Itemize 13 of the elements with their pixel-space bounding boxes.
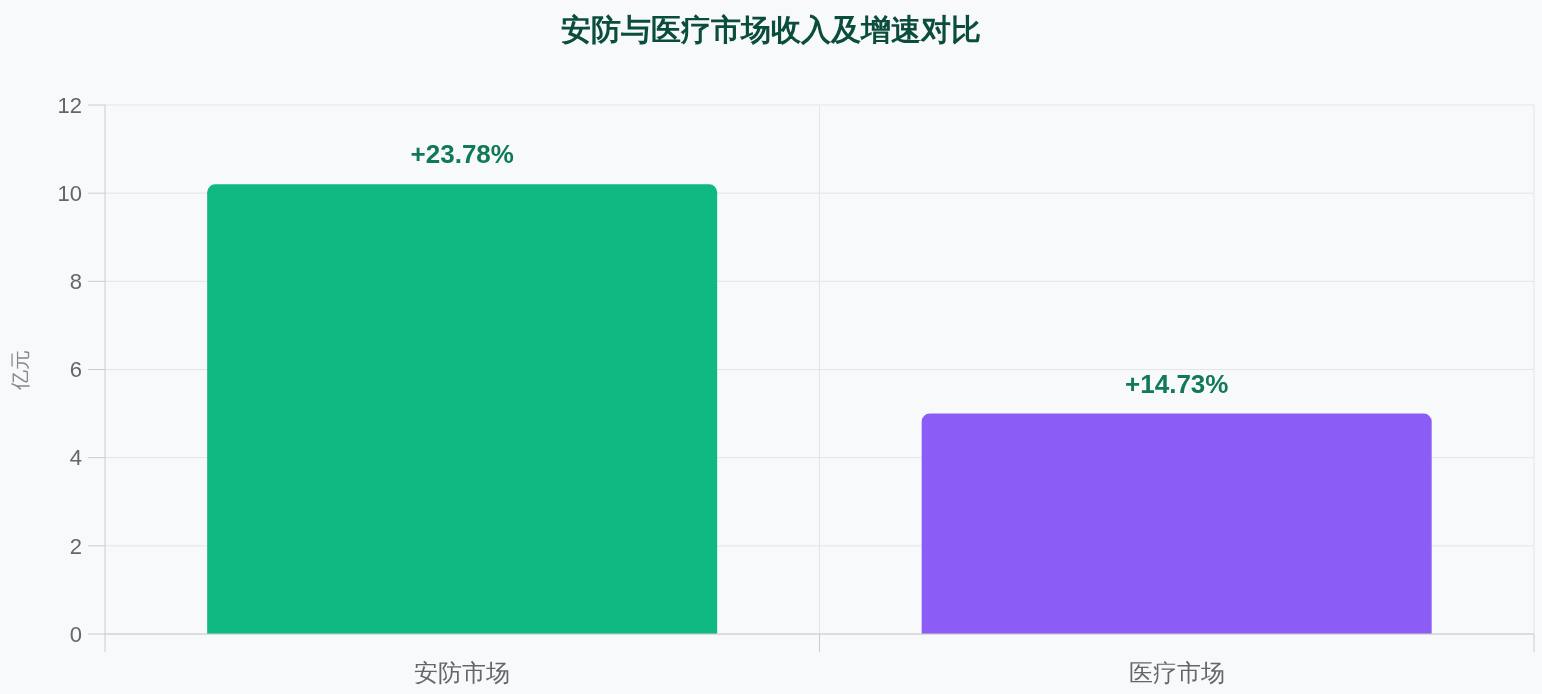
y-tick-label: 2 [69,533,82,559]
y-tick-label: 6 [69,357,82,383]
y-tick-label: 8 [69,269,82,295]
x-tick-label: 安防市场 [414,658,511,686]
y-tick-label: 12 [57,92,82,118]
x-tick-label: 医疗市场 [1128,658,1225,686]
chart-title: 安防与医疗市场收入及增速对比 [560,12,982,48]
y-tick-label: 0 [69,621,82,647]
y-tick-label: 10 [57,180,82,206]
annotation: +14.73% [1125,368,1229,399]
y-axis-title: 亿元 [9,349,31,391]
annotation: +23.78% [410,139,514,170]
y-tick-label: 4 [69,445,82,471]
